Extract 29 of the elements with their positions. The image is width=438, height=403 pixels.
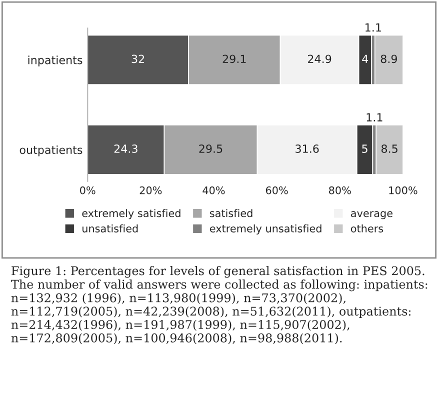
data-label: 24.3 — [114, 144, 138, 153]
bar — [374, 34, 403, 85]
legend-label: extremely satisfied — [82, 209, 180, 220]
legend-label: average — [351, 211, 392, 220]
x-tick-label: 40% — [202, 186, 225, 194]
x-tick-label: 80% — [329, 186, 351, 194]
legend-label: others — [350, 224, 384, 232]
legend-label: satisfied — [210, 209, 252, 218]
x-tick-label: 100% — [389, 186, 418, 194]
x-tick-label: 60% — [266, 186, 288, 194]
y-tick-label: inpatients — [28, 56, 82, 66]
bar — [376, 124, 403, 175]
data-label: 1.1 — [366, 113, 382, 122]
data-label: 32 — [132, 54, 144, 64]
data-label: 31.6 — [296, 144, 319, 153]
data-label: 29.1 — [222, 54, 246, 64]
data-label: 1.1 — [366, 23, 381, 32]
legend-label: unsatisfied — [82, 224, 138, 232]
data-label: 5 — [362, 144, 368, 153]
data-label: 4 — [362, 54, 368, 63]
data-label: 8.5 — [381, 144, 398, 153]
y-tick-label: outpatients — [20, 145, 82, 156]
data-label: 29.5 — [199, 144, 222, 153]
caption: Figure 1: Percentages for levels of general satisfaction in PES 2005. The number of valid answers were collected as following: inpatients: n=132,932 (1996), n=113,980(1999), n=73,370(2002), n=112,719(2005), n=42,239(2008), n=51,632(2011), outpatients: n=214,432(1996), n=191,987(1999), n=115,907(2002), n=172,809(2005), n=100,946(2008), n=98,988(2011). — [11, 266, 428, 344]
legend-label: extremely unsatisfied — [210, 224, 322, 234]
data-label: 24.9 — [308, 54, 332, 64]
x-tick-label: 20% — [140, 186, 162, 194]
data-label: 8.9 — [380, 54, 397, 64]
x-tick-label: 0% — [80, 186, 96, 194]
